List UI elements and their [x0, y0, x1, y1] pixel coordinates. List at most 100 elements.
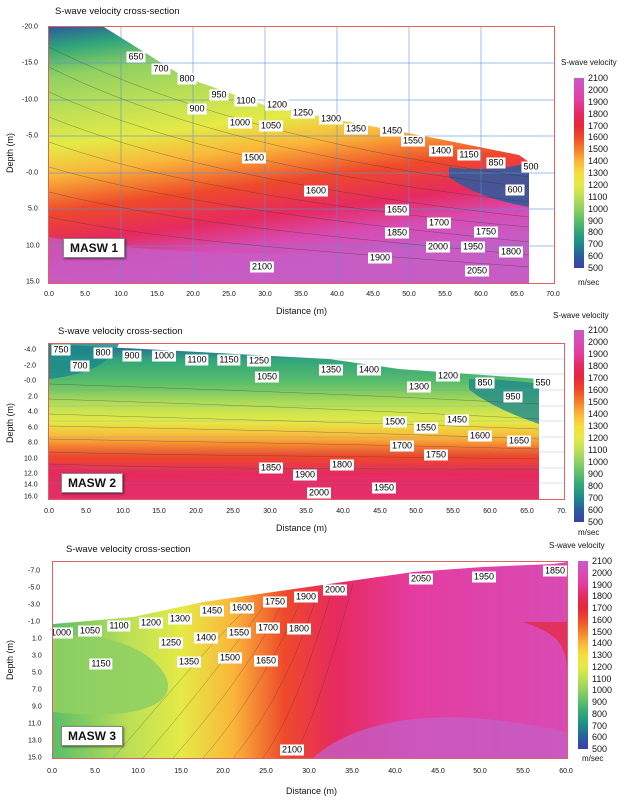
x-tick: 20.0: [189, 508, 203, 515]
contour-label: 1000: [227, 117, 253, 129]
y-tick: 7.0: [32, 686, 42, 694]
contour-label: 1800: [286, 623, 312, 635]
colorbar-tick: 1000: [588, 457, 609, 467]
contour-label: 1300: [318, 113, 344, 125]
panel-title: S-wave velocity cross-section: [55, 6, 180, 17]
colorbar-tick: 1200: [592, 661, 613, 672]
y-axis-label: Depth (m): [5, 402, 16, 444]
y-tick: -15.0: [22, 59, 38, 67]
colorbar-tick: 1400: [592, 638, 613, 649]
contour-label: 1800: [498, 246, 524, 258]
contour-label: 1750: [423, 449, 449, 461]
colorbar-tick: 1500: [592, 626, 613, 637]
contour-label: 1200: [138, 617, 164, 629]
plot-area: 2050 1950 1850 2000 1900 1750 1600 1450 …: [52, 561, 568, 759]
contour-label: 900: [122, 350, 142, 362]
colorbar-tick: 2000: [588, 84, 609, 95]
x-tick: 40.0: [388, 768, 402, 775]
y-tick: 16.0: [24, 493, 38, 501]
contour-label: 1900: [293, 591, 319, 603]
contour-plot: [49, 27, 554, 283]
y-tick: 3.0: [32, 652, 42, 660]
y-tick: -0.0: [26, 169, 39, 177]
x-tick: 70.0: [546, 291, 560, 298]
contour-label: 650: [126, 51, 146, 63]
contour-label: 1200: [264, 99, 290, 111]
y-tick: -7.0: [28, 567, 41, 575]
x-tick: 5.0: [80, 291, 90, 298]
colorbar-tick: 2000: [588, 337, 609, 347]
contour-label: 1300: [406, 381, 432, 393]
contour-label: 1600: [467, 430, 493, 442]
contour-label: 1500: [217, 652, 243, 664]
contour-label: 1450: [379, 125, 405, 137]
x-tick: 65.0: [510, 291, 524, 298]
contour-label: 1100: [234, 95, 258, 107]
colorbar-tick: 600: [588, 251, 604, 262]
colorbar-title: S-wave velocity: [553, 311, 609, 320]
colorbar-tick: 2100: [588, 73, 609, 83]
contour-label: 1350: [343, 123, 369, 135]
panel-title: S-wave velocity cross-section: [58, 326, 183, 337]
x-tick: 15.0: [174, 768, 188, 775]
contour-label: 1350: [176, 656, 202, 668]
x-tick: 65.0: [520, 508, 534, 515]
y-tick: 15.0: [28, 754, 42, 762]
x-tick: 55.0: [446, 508, 460, 515]
y-tick: 15.0: [26, 278, 40, 286]
colorbar-tick: 1400: [588, 409, 609, 419]
y-tick: 5.0: [32, 669, 42, 677]
contour-label: 1550: [413, 422, 439, 434]
contour-label: 1500: [382, 416, 408, 428]
contour-label: 950: [209, 89, 229, 101]
contour-label: 1950: [460, 241, 486, 253]
x-tick: 30.0: [258, 291, 272, 298]
y-tick: -10.0: [22, 96, 38, 104]
colorbar-tick: 900: [588, 215, 604, 226]
x-tick: 20.0: [186, 291, 200, 298]
colorbar-tick: 600: [588, 505, 604, 515]
x-tick: 10.0: [116, 508, 130, 515]
contour-label: 1750: [262, 596, 288, 608]
contour-label: 1700: [389, 440, 415, 452]
x-tick: 25.0: [222, 291, 236, 298]
contour-lines: [49, 46, 530, 268]
colorbar-tick: 1500: [588, 397, 609, 407]
contour-label: 1400: [428, 145, 454, 157]
masw-label: MASW 3: [61, 726, 123, 746]
y-tick: -1.0: [28, 618, 41, 626]
x-tick: 60.0: [474, 291, 488, 298]
colorbar-title: S-wave velocity: [549, 541, 605, 550]
colorbar-tick: 700: [588, 239, 604, 250]
y-tick: -20.0: [22, 23, 38, 31]
colorbar-tick: 1600: [592, 614, 613, 625]
x-tick: 5.0: [81, 508, 91, 515]
y-tick: 4.0: [28, 408, 38, 416]
y-tick: 10.0: [24, 455, 38, 463]
contour-label: 900: [187, 103, 207, 115]
contour-label: 1850: [258, 462, 284, 474]
colorbar-tick: 1300: [588, 168, 609, 178]
colorbar-tick: 1700: [588, 373, 609, 383]
x-tick: 5.0: [90, 768, 100, 775]
colorbar-tick: 900: [588, 469, 604, 479]
x-tick: 35.0: [294, 291, 308, 298]
colorbar-tick: 1300: [588, 421, 609, 431]
y-tick: -2.0: [24, 362, 37, 370]
contour-label: 2000: [306, 487, 332, 499]
contour-label: 1250: [290, 107, 316, 119]
contour-label: 1150: [89, 658, 113, 670]
contour-label: 1050: [254, 371, 280, 383]
colorbar-tick: 1400: [588, 156, 609, 167]
contour-label: 2000: [425, 241, 451, 253]
contour-label: 1400: [356, 364, 382, 376]
contour-label: 1400: [193, 632, 219, 644]
velocity-field: [53, 562, 567, 758]
y-axis-label: Depth (m): [5, 132, 16, 174]
colorbar-tick: 1200: [588, 433, 609, 443]
contour-plot: [53, 562, 567, 758]
contour-label: 1900: [367, 252, 393, 264]
y-tick: 12.0: [24, 470, 38, 478]
x-tick: 55.0: [438, 291, 452, 298]
x-tick: 0.0: [44, 291, 54, 298]
